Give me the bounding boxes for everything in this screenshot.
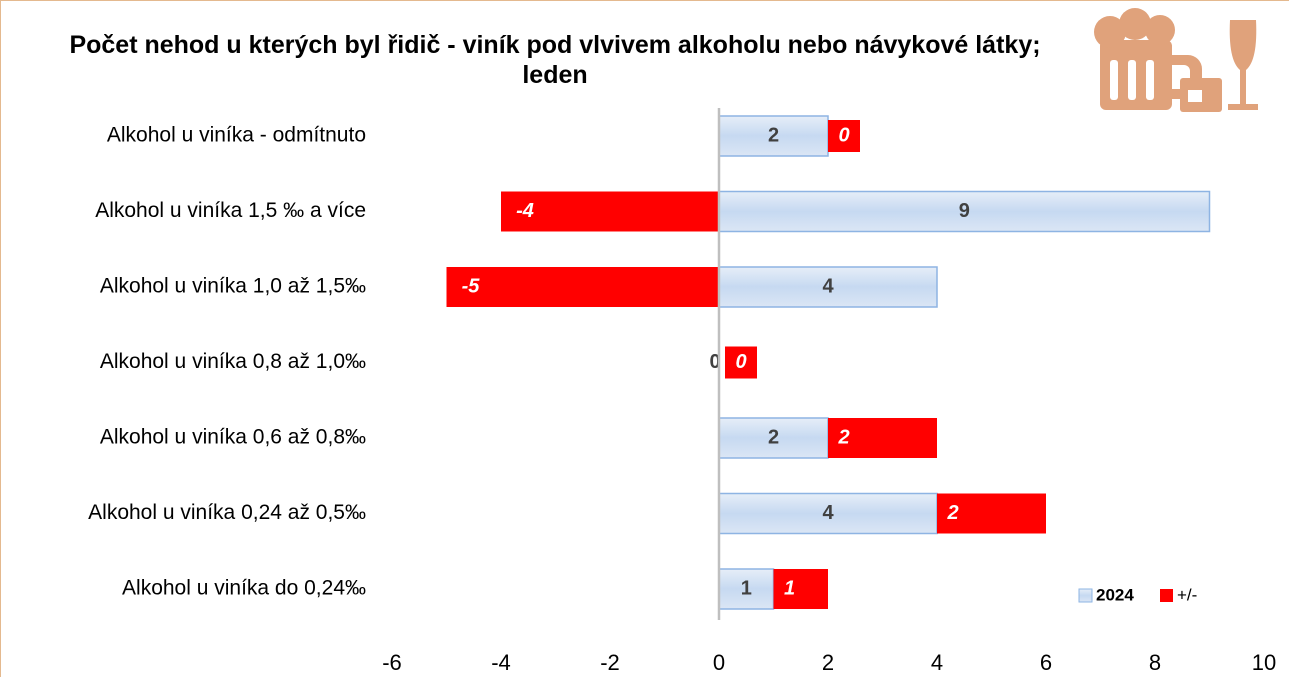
bar <box>718 417 829 459</box>
legend-swatch <box>1078 588 1093 603</box>
bar <box>446 267 719 307</box>
chart-title: Počet nehod u kterých byl řidič - viník … <box>69 31 1041 89</box>
x-tick-label: 8 <box>1149 650 1161 675</box>
bar <box>718 568 775 610</box>
data-label: 2 <box>946 502 958 524</box>
y-tick-label: Alkohol u viníka 0,8 až 1,0‰ <box>100 350 366 373</box>
bar <box>718 190 1211 233</box>
data-label-box <box>828 422 860 454</box>
x-tick-label: -2 <box>600 650 620 675</box>
x-tick-label: 2 <box>822 650 834 675</box>
y-tick-label: Alkohol u viníka 1,0 až 1,5‰ <box>100 275 366 298</box>
data-label-box <box>828 120 860 152</box>
drinks-icon <box>1094 8 1258 112</box>
data-label: 4 <box>822 275 834 297</box>
data-label: 1 <box>784 577 795 599</box>
data-label: 0 <box>709 351 720 373</box>
data-label: 9 <box>959 200 970 222</box>
data-label: 1 <box>741 577 752 599</box>
data-label-box <box>446 271 479 303</box>
y-tick-label: Alkohol u viníka do 0,24‰ <box>122 577 366 600</box>
data-label: -5 <box>462 275 481 297</box>
y-tick-label: Alkohol u viníka 1,5 ‰ a více <box>95 199 366 222</box>
data-label: -4 <box>516 200 534 222</box>
legend-label: 2024 <box>1096 585 1134 604</box>
y-tick-label: Alkohol u viníka 0,24 až 0,5‰ <box>88 501 366 524</box>
x-tick-label: 4 <box>931 650 943 675</box>
x-tick-label: -6 <box>382 650 402 675</box>
legend-swatch <box>1160 589 1173 602</box>
data-label: 0 <box>735 351 746 373</box>
bar <box>718 266 938 308</box>
y-tick-label: Alkohol u viníka 0,6 až 0,8‰ <box>100 426 366 449</box>
data-label-box <box>501 195 533 228</box>
x-tick-label: 10 <box>1252 650 1276 675</box>
x-tick-label: 0 <box>713 650 725 675</box>
data-label: 2 <box>768 124 779 146</box>
data-label-box <box>725 346 757 379</box>
data-label: 2 <box>768 426 779 448</box>
data-label: 0 <box>838 124 849 146</box>
x-tick-label: 6 <box>1040 650 1052 675</box>
y-tick-label: Alkohol u viníka - odmítnuto <box>107 124 366 147</box>
data-label-box <box>773 573 806 605</box>
data-label-box <box>937 497 969 530</box>
data-label: 4 <box>822 502 834 524</box>
legend-label: +/- <box>1177 585 1197 604</box>
bar <box>718 492 938 535</box>
x-tick-label: -4 <box>491 650 511 675</box>
bar <box>501 191 719 232</box>
data-label: 2 <box>837 426 849 448</box>
